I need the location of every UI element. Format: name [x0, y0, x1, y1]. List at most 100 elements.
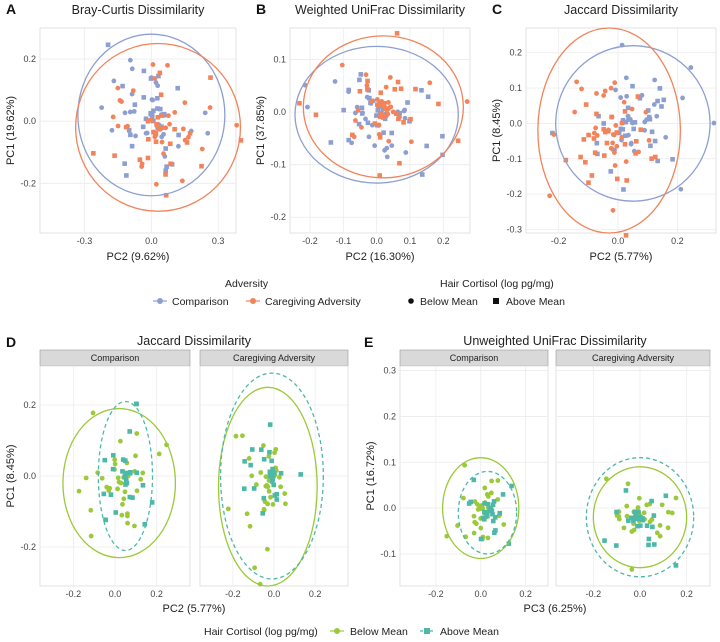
below-mean-point [616, 516, 622, 522]
below-mean-point [249, 473, 255, 479]
comparison-point [140, 124, 146, 130]
below-mean-point [134, 488, 140, 494]
caregiving-point [137, 157, 143, 162]
below-mean-point [482, 485, 488, 491]
caregiving-point [357, 88, 363, 94]
above-mean-ellipse [97, 400, 154, 552]
caregiving-point [378, 90, 384, 96]
caregiving-point [199, 146, 205, 152]
above-mean-point [134, 470, 140, 476]
caregiving-point [378, 114, 383, 119]
below-mean-point [88, 533, 94, 539]
below-mean-point [636, 495, 642, 501]
caregiving-point [313, 112, 319, 118]
caregiving-point [112, 153, 117, 158]
above-mean-point [644, 523, 650, 528]
comparison-point [111, 78, 117, 84]
caregiving-point [392, 86, 398, 92]
below-mean-point [461, 495, 466, 501]
below-mean-point [76, 488, 82, 494]
above-mean-point [491, 518, 496, 524]
comparison-point [141, 68, 147, 74]
caregiving-point [613, 123, 619, 128]
caregiving-point [579, 86, 584, 92]
caregiving-point [363, 72, 369, 78]
caregiving-point [153, 139, 159, 145]
below-mean-point [125, 513, 130, 519]
y-tick-label: -0.2 [20, 178, 36, 188]
comparison-point [627, 116, 633, 122]
comparison-point [148, 111, 154, 117]
comparison-point [630, 120, 636, 126]
below-mean-point [625, 481, 631, 487]
caregiving-point [154, 122, 159, 127]
below-mean-point [283, 501, 288, 507]
comparison-point [630, 83, 635, 89]
above-mean-point [636, 509, 641, 515]
below-mean-point [624, 513, 630, 519]
caregiving-point [150, 62, 156, 67]
caregiving-point [234, 122, 240, 128]
above-mean-point [123, 470, 128, 476]
caregiving-point [380, 115, 386, 120]
above-mean-point [649, 498, 654, 504]
comparison-point [366, 134, 372, 140]
x-tick-label: 0.2 [150, 589, 163, 599]
comparison-point [328, 140, 334, 145]
comparison-point [141, 95, 147, 100]
caregiving-point [167, 121, 172, 127]
y-tick-label: 0.2 [509, 48, 522, 58]
x-tick-label: 0.2 [519, 589, 532, 599]
below-mean-point [261, 443, 266, 448]
below-mean-point [233, 433, 239, 439]
x-tick-label: -0.1 [336, 236, 352, 246]
comparison-point [105, 42, 111, 48]
panel-label-E: E [364, 334, 373, 350]
caregiving-point [633, 139, 639, 144]
legend-above-mean-label: Above Mean [506, 296, 565, 308]
comparison-point [99, 105, 105, 111]
below-mean-point [629, 567, 635, 572]
below-mean-point [246, 456, 252, 461]
y-tick-label: -0.3 [506, 224, 522, 234]
caregiving-point [606, 128, 611, 134]
x-tick-label: 0.0 [612, 236, 625, 246]
caregiving-point [563, 157, 569, 163]
caregiving-point [387, 75, 393, 80]
caregiving-point [349, 132, 355, 138]
caregiving-point [180, 126, 186, 132]
legend-above-mean-swatch [493, 298, 499, 304]
comparison-point [618, 126, 624, 132]
below-mean-point [107, 485, 113, 491]
caregiving-point [383, 84, 389, 90]
caregiving-point [372, 121, 378, 126]
below-mean-point [266, 453, 272, 459]
y-axis-label-B: PC1 (37.85%) [255, 96, 267, 165]
above-mean-point [493, 528, 498, 533]
above-mean-point [634, 516, 640, 521]
below-mean-point [657, 533, 663, 539]
below-mean-point [132, 523, 137, 529]
comparison-point [621, 187, 626, 192]
above-mean-point [124, 480, 130, 486]
caregiving-point [365, 78, 370, 84]
below-mean-ellipse [217, 386, 318, 587]
x-tick-label: 0.2 [671, 236, 684, 246]
caregiving-ellipse [302, 35, 464, 179]
below-mean-point [624, 503, 630, 509]
y-axis-label-E: PC1 (16.72%) [365, 441, 377, 510]
caregiving-point [152, 76, 158, 81]
below-mean-point [125, 520, 130, 526]
below-mean-point [278, 484, 284, 490]
facet-strip-label: Comparison [450, 353, 499, 363]
caregiving-point [591, 136, 597, 141]
comparison-point [622, 133, 628, 139]
x-axis-label-E: PC3 (6.25%) [524, 603, 587, 615]
below-mean-point [88, 507, 94, 513]
above-mean-point [140, 482, 146, 488]
above-mean-point [623, 488, 629, 493]
caregiving-point [614, 143, 620, 149]
above-mean-point [271, 470, 277, 476]
caregiving-point [636, 149, 641, 155]
above-mean-point [130, 495, 135, 500]
